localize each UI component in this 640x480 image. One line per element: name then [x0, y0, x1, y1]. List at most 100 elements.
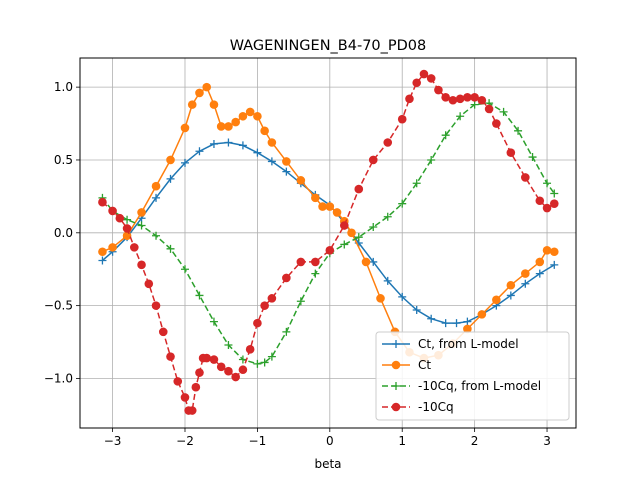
- data-point: [282, 273, 291, 283]
- data-point: [311, 257, 320, 267]
- data-point: [499, 107, 508, 116]
- data-point: [535, 257, 545, 267]
- data-point: [448, 95, 458, 105]
- legend-item: Ct, from L-model: [382, 337, 519, 351]
- data-point: [216, 122, 226, 131]
- data-point: [463, 324, 472, 334]
- data-point: [369, 257, 378, 266]
- x-axis-label: beta: [314, 457, 341, 471]
- data-point: [311, 193, 320, 203]
- data-point: [427, 155, 436, 164]
- x-tick-label: 2: [471, 434, 479, 448]
- data-point: [166, 174, 175, 183]
- data-point: [543, 179, 552, 188]
- data-point: [166, 155, 175, 165]
- axis-ticks: −3 −2 −1 0 1 2 3 −1.0 −0.5 0.0 0.5 1.0: [44, 80, 551, 448]
- data-point: [122, 224, 132, 233]
- data-point: [209, 139, 218, 148]
- data-point: [463, 93, 472, 102]
- data-point: [492, 119, 501, 128]
- data-point: [202, 82, 212, 92]
- data-point: [195, 368, 204, 377]
- data-point: [209, 100, 219, 109]
- legend: Ct, from L-model Ct -10Cq, from L-model -10…: [375, 331, 570, 421]
- data-point: [253, 148, 262, 157]
- plot-area: [79, 57, 577, 429]
- data-point: [521, 279, 530, 288]
- legend-label: Ct, from L-model: [418, 337, 519, 351]
- data-point: [245, 107, 255, 117]
- data-point: [151, 181, 161, 191]
- data-point: [187, 406, 197, 415]
- data-point: [209, 317, 218, 326]
- data-point: [260, 126, 269, 136]
- data-point: [115, 213, 125, 223]
- data-point: [484, 104, 494, 114]
- legend-marker: [392, 382, 400, 390]
- data-point: [238, 111, 248, 121]
- y-tick-label: 0.0: [54, 226, 73, 240]
- data-point: [368, 155, 378, 165]
- data-point: [441, 319, 450, 328]
- data-point: [195, 291, 204, 300]
- legend-item: -10Cq: [382, 400, 454, 414]
- y-tick-label: −1.0: [44, 371, 73, 385]
- data-point: [405, 94, 414, 104]
- data-point: [398, 199, 407, 208]
- data-point: [376, 294, 385, 303]
- data-point: [282, 157, 291, 166]
- data-point: [296, 257, 306, 267]
- data-point: [180, 123, 190, 133]
- data-point: [549, 199, 559, 208]
- data-point: [506, 148, 516, 157]
- data-point: [311, 269, 320, 278]
- data-point: [528, 153, 537, 162]
- data-point: [383, 138, 393, 147]
- data-point: [354, 233, 363, 242]
- y-tick-label: 1.0: [54, 80, 73, 94]
- data-point: [339, 221, 349, 230]
- data-point: [152, 193, 161, 202]
- legend-marker: [391, 402, 401, 412]
- data-point: [267, 294, 277, 303]
- data-point: [130, 243, 139, 252]
- data-point: [98, 197, 107, 207]
- data-point: [137, 260, 146, 270]
- x-tick-label: −2: [176, 434, 194, 448]
- x-tick-label: 0: [326, 434, 334, 448]
- data-point: [137, 208, 146, 217]
- data-point: [195, 147, 204, 156]
- data-point: [455, 94, 465, 104]
- data-point: [463, 317, 472, 326]
- data-point: [245, 345, 255, 354]
- data-point: [441, 93, 450, 102]
- data-point: [354, 184, 364, 194]
- data-point: [282, 327, 291, 336]
- data-point: [296, 297, 305, 306]
- data-point: [412, 179, 421, 188]
- x-tick-label: −3: [104, 434, 122, 448]
- data-point: [470, 100, 479, 109]
- data-point: [549, 247, 559, 257]
- data-point: [224, 366, 233, 376]
- legend-label: Ct: [418, 358, 431, 372]
- data-point: [332, 208, 342, 217]
- data-point: [361, 257, 371, 267]
- data-point: [144, 279, 154, 289]
- data-point: [470, 93, 479, 102]
- data-point: [369, 222, 378, 231]
- y-tick-label: −0.5: [44, 299, 73, 313]
- data-point: [456, 112, 465, 121]
- data-point: [397, 114, 407, 124]
- data-point: [267, 352, 276, 361]
- data-point: [535, 196, 545, 206]
- data-point: [209, 355, 219, 364]
- legend-marker: [391, 360, 401, 370]
- data-point: [123, 215, 132, 224]
- data-point: [506, 291, 515, 300]
- data-point: [238, 141, 247, 150]
- data-point: [550, 189, 559, 198]
- data-point: [202, 353, 212, 363]
- legend-box: [375, 331, 570, 421]
- data-point: [535, 269, 544, 278]
